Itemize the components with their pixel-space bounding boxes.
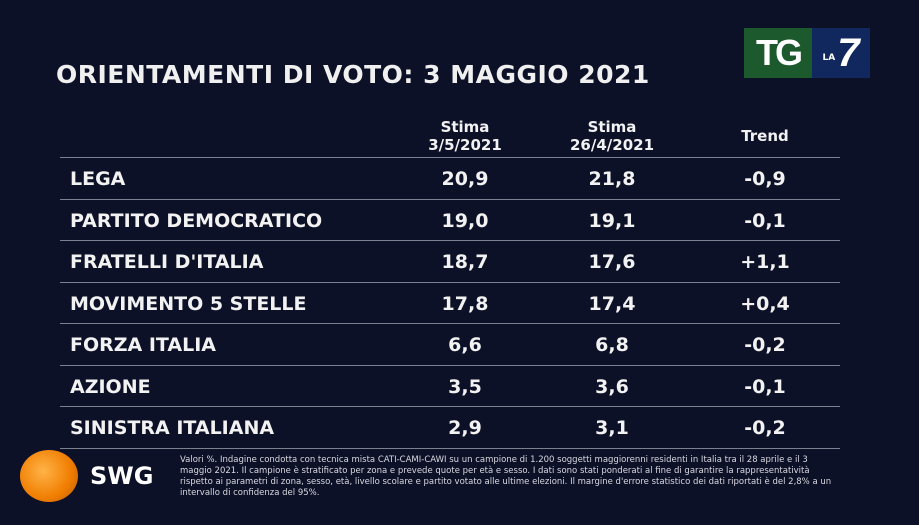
trend-value: -0,9 [744, 168, 786, 190]
header-label: Stima [587, 118, 637, 136]
methodology-note: Valori %. Indagine condotta con tecnica … [180, 455, 832, 498]
party-name: AZIONE [70, 375, 151, 398]
swg-logo: SWG [20, 450, 153, 502]
header-trend: Trend [741, 127, 789, 145]
header-estimate-previous: Stima 26/4/2021 [542, 118, 682, 154]
party-name: SINISTRA ITALIANA [70, 417, 275, 439]
trend-value: -0,1 [744, 209, 786, 232]
header-label: Stima [440, 118, 490, 136]
trend-value: -0,2 [744, 417, 786, 439]
estimate-previous: 6,8 [595, 334, 629, 356]
table-row: PARTITO DEMOCRATICO 19,0 19,1 -0,1 [60, 198, 840, 241]
tgla7-logo: TG LA 7 [744, 28, 870, 78]
party-name: MOVIMENTO 5 STELLE [70, 292, 307, 315]
estimate-current: 2,9 [448, 417, 482, 439]
estimate-previous: 3,6 [595, 375, 629, 398]
estimate-previous: 17,6 [588, 251, 636, 273]
poll-table: LEGA 20,9 21,8 -0,9 PARTITO DEMOCRATICO 19,0 1… [60, 157, 840, 449]
table-row: LEGA 20,9 21,8 -0,9 [60, 157, 840, 199]
header-date: 26/4/2021 [569, 136, 655, 154]
party-name: PARTITO DEMOCRATICO [70, 209, 323, 232]
logo-la7: LA 7 [812, 28, 870, 78]
page-title: ORIENTAMENTI DI VOTO: 3 MAGGIO 2021 [56, 60, 650, 89]
party-name: LEGA [70, 168, 126, 190]
table-row: MOVIMENTO 5 STELLE 17,8 17,4 +0,4 [60, 281, 840, 324]
trend-value: +0,4 [740, 292, 790, 315]
estimate-previous: 17,4 [588, 292, 636, 315]
estimate-previous: 19,1 [588, 209, 636, 232]
party-name: FRATELLI D'ITALIA [70, 251, 264, 273]
header-estimate-current: Stima 3/5/2021 [395, 118, 535, 154]
estimate-current: 19,0 [441, 209, 489, 232]
estimate-current: 3,5 [448, 375, 482, 398]
logo-seven: 7 [837, 30, 860, 75]
trend-value: +1,1 [740, 251, 790, 273]
estimate-current: 6,6 [448, 334, 482, 356]
table-row: FORZA ITALIA 6,6 6,8 -0,2 [60, 323, 840, 365]
header-date: 3/5/2021 [428, 136, 502, 154]
swg-text: SWG [90, 462, 154, 490]
table-row: FRATELLI D'ITALIA 18,7 17,6 +1,1 [60, 240, 840, 282]
estimate-current: 18,7 [441, 251, 489, 273]
trend-value: -0,2 [744, 334, 786, 356]
table-row: SINISTRA ITALIANA 2,9 3,1 -0,2 [60, 406, 840, 449]
party-name: FORZA ITALIA [70, 334, 216, 356]
logo-la: LA [822, 53, 836, 63]
estimate-previous: 3,1 [595, 417, 629, 439]
estimate-current: 20,9 [441, 168, 489, 190]
logo-tg: TG [744, 28, 812, 78]
table-row: AZIONE 3,5 3,6 -0,1 [60, 364, 840, 407]
trend-value: -0,1 [744, 375, 786, 398]
estimate-current: 17,8 [441, 292, 489, 315]
estimate-previous: 21,8 [588, 168, 636, 190]
swg-globe-icon [20, 450, 78, 502]
